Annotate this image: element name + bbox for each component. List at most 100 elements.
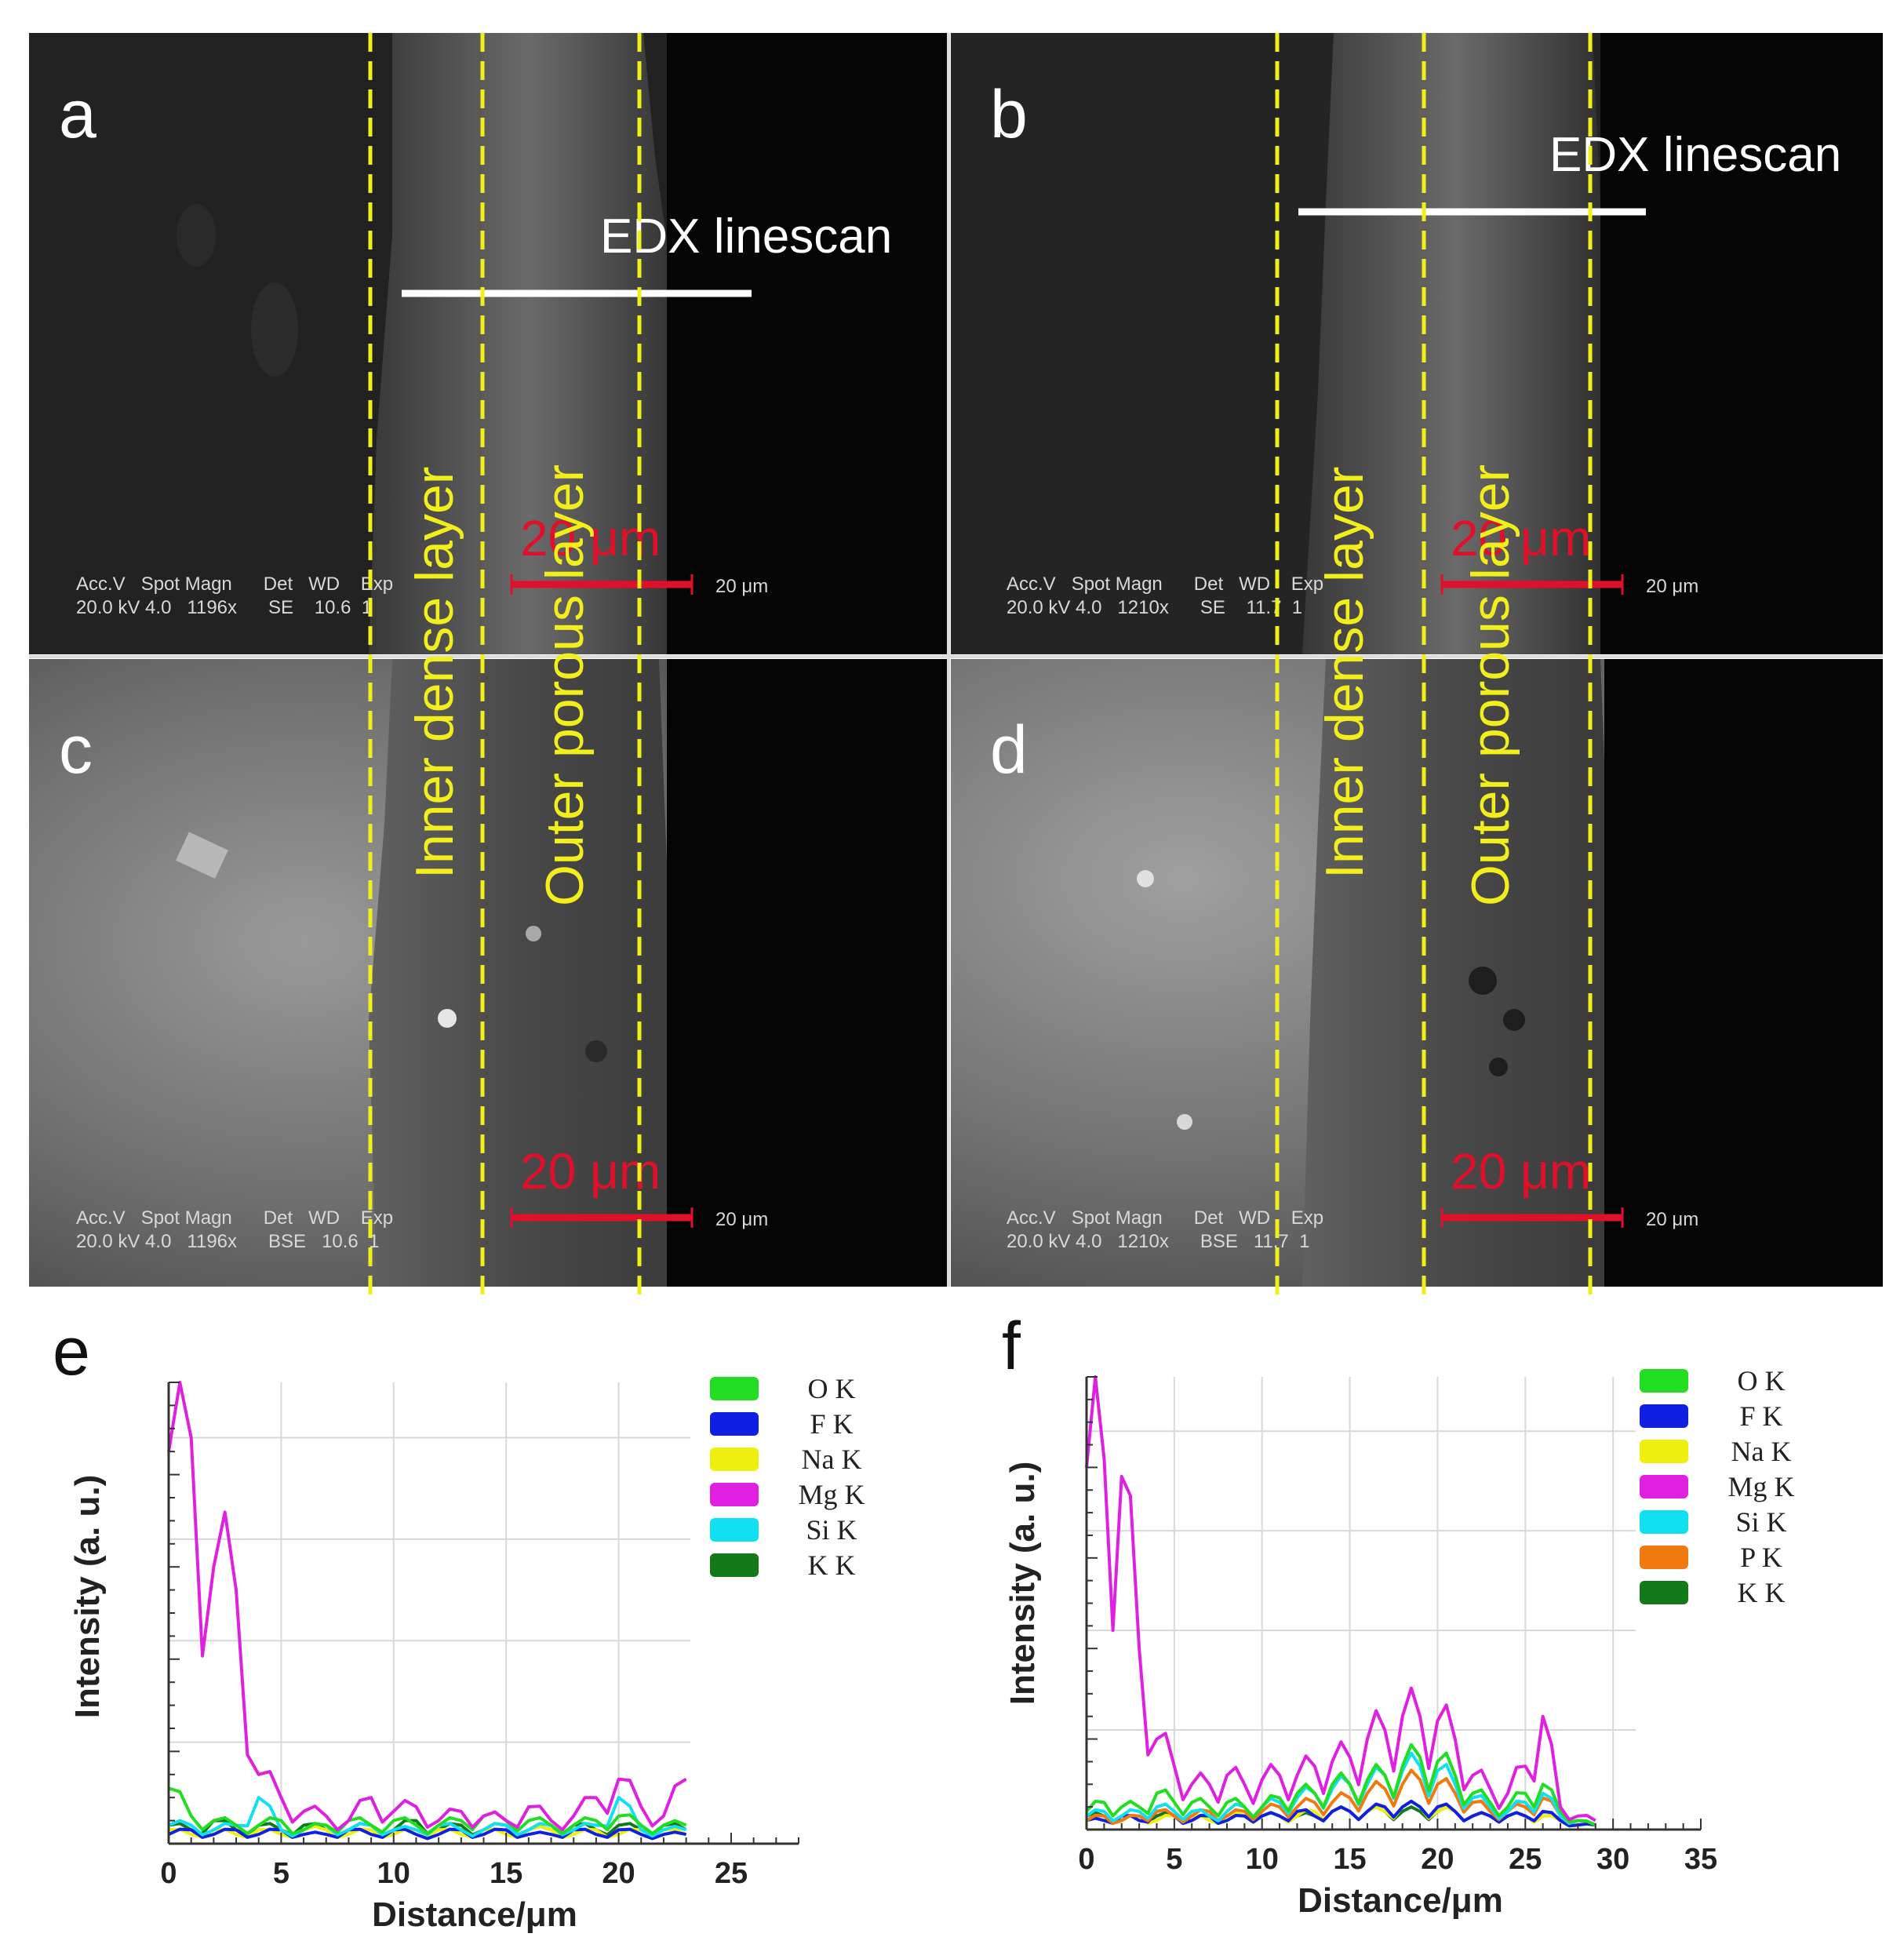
series-group-f [1085, 1375, 1596, 1828]
info-header-c: Acc.V Spot Magn Det WD Exp [76, 1207, 393, 1229]
legend-e: O K F K Na K Mg K Si KK K [710, 1373, 865, 1581]
x-axis-label-f: Distance/μm [1298, 1881, 1503, 1920]
gridlines-e [169, 1382, 690, 1844]
chart-letter-f: f [1002, 1309, 1021, 1384]
legend-label: K K [1738, 1577, 1786, 1608]
legend-swatch [1640, 1369, 1688, 1393]
x-tick-label: 15 [1333, 1843, 1366, 1876]
edx-label-b: EDX linescan [1549, 128, 1841, 182]
legend-swatch [1640, 1581, 1688, 1604]
legend-label: Mg K [798, 1479, 865, 1510]
x-tick-label: 15 [490, 1857, 522, 1890]
outer-layer-label-right: Outer porous layer [1461, 464, 1520, 906]
x-tick-label: 25 [715, 1857, 748, 1890]
micron-tag-b: 20 μm [1646, 576, 1698, 597]
series-line-mg-k [1085, 1375, 1596, 1822]
axes-f [1085, 1376, 1702, 1831]
info-block-a: Acc.V Spot Magn Det WD Exp 20.0 kV 4.0 1… [76, 573, 768, 618]
legend-label: Si K [806, 1514, 857, 1546]
y-axis-label-e: Intensity (a. u.) [68, 1475, 107, 1718]
micron-tag-d: 20 μm [1646, 1209, 1698, 1230]
legend-swatch [1640, 1475, 1688, 1498]
x-tick-label: 5 [273, 1857, 289, 1890]
legend-swatch [710, 1553, 759, 1577]
inner-layer-label-left: Inner dense layer [405, 467, 464, 879]
info-header-b: Acc.V Spot Magn Det WD Exp [1007, 573, 1323, 595]
gridlines-f [1087, 1377, 1636, 1830]
x-tick-label: 35 [1684, 1843, 1717, 1876]
panel-letter-b: b [990, 77, 1028, 152]
micron-tag-a: 20 μm [715, 576, 768, 597]
x-axis-label-e: Distance/μm [372, 1895, 577, 1934]
xtick-labels-f: 0 5 10 15 20 25 30 35 [1078, 1843, 1717, 1876]
x-tick-label: 5 [1166, 1843, 1182, 1876]
info-header-a: Acc.V Spot Magn Det WD Exp [76, 573, 393, 595]
xtick-labels-e: 0 5 10 15 20 25 [160, 1857, 748, 1890]
x-tick-label: 0 [1078, 1843, 1094, 1876]
series-line-o-k [168, 1786, 687, 1836]
legend-label: F K [1739, 1400, 1782, 1432]
sem-panel-b [951, 33, 1883, 654]
info-block-c: Acc.V Spot Magn Det WD Exp 20.0 kV 4.0 1… [76, 1207, 768, 1252]
info-block-d: Acc.V Spot Magn Det WD Exp 20.0 kV 4.0 1… [1007, 1207, 1698, 1252]
legend-swatch [710, 1412, 759, 1436]
info-values-d: 20.0 kV 4.0 1210x BSE 11.7 1 [1007, 1231, 1309, 1252]
chart-f: f 0 5 10 15 20 25 30 35 O K F K Na K Mg K Si K P K K … [1002, 1309, 1795, 1920]
legend-swatch [1640, 1546, 1688, 1569]
legend-label: K K [808, 1549, 856, 1581]
legend-label: F K [810, 1408, 853, 1440]
scalebar-label-b: 20 μm [1451, 510, 1591, 566]
guide-lines-right [1275, 33, 1593, 1294]
y-axis-label-f: Intensity (a. u.) [1003, 1462, 1042, 1705]
scalebar-c: 20 μm [510, 1143, 694, 1228]
legend-label: P K [1740, 1542, 1782, 1573]
x-tick-label: 20 [1421, 1843, 1454, 1876]
info-values-b: 20.0 kV 4.0 1210x SE 11.7 1 [1007, 597, 1302, 618]
info-values-a: 20.0 kV 4.0 1196x SE 10.6 1 [76, 597, 372, 618]
outer-layer-label-left: Outer porous layer [535, 464, 595, 906]
scalebar-b: 20 μm [1440, 510, 1624, 595]
panel-letter-a: a [59, 77, 96, 152]
legend-swatch [710, 1483, 759, 1506]
coating-a [369, 33, 690, 654]
panel-letter-d: d [990, 712, 1028, 788]
series-line-o-k [1085, 1742, 1596, 1827]
sem-panel-a [29, 33, 947, 654]
legend-label: Mg K [1727, 1471, 1794, 1502]
guide-lines-left [368, 33, 642, 1294]
inner-layer-label-right: Inner dense layer [1315, 467, 1374, 879]
scalebar-label-a: 20 μm [520, 510, 661, 566]
chart-letter-e: e [53, 1314, 90, 1389]
series-line-f-k [168, 1827, 686, 1841]
edx-label-a: EDX linescan [600, 209, 892, 264]
coating-c [369, 659, 683, 1287]
info-header-d: Acc.V Spot Magn Det WD Exp [1007, 1207, 1323, 1229]
sem-panel-c [29, 659, 947, 1287]
legend-label: Na K [1731, 1436, 1792, 1467]
scalebar-d: 20 μm [1440, 1143, 1624, 1228]
info-block-b: Acc.V Spot Magn Det WD Exp 20.0 kV 4.0 1… [1007, 573, 1698, 618]
x-tick-label: 10 [377, 1857, 410, 1890]
axes-e [167, 1382, 799, 1845]
series-line-si-k [1085, 1751, 1596, 1827]
coating-d [1302, 659, 1616, 1287]
legend-label: Na K [802, 1444, 862, 1475]
coating-b [1302, 33, 1608, 654]
scalebar-a: 20 μm [510, 510, 694, 595]
legend-swatch [710, 1377, 759, 1400]
x-tick-label: 30 [1596, 1843, 1629, 1876]
x-tick-label: 25 [1509, 1843, 1542, 1876]
x-tick-label: 10 [1246, 1843, 1279, 1876]
legend-swatch [1640, 1440, 1688, 1463]
chart-e: e 0 5 10 15 20 25 O K F K Na K Mg K Si KK K Dista… [53, 1314, 865, 1934]
scalebar-label-c: 20 μm [520, 1143, 661, 1200]
legend-swatch [710, 1447, 759, 1471]
x-tick-label: 20 [602, 1857, 635, 1890]
scalebar-label-d: 20 μm [1451, 1143, 1591, 1200]
x-tick-label: 0 [160, 1857, 177, 1890]
info-values-c: 20.0 kV 4.0 1196x BSE 10.6 1 [76, 1231, 379, 1252]
dark-region-a [667, 33, 947, 654]
legend-f: O K F K Na K Mg K Si K P K K K [1640, 1365, 1795, 1608]
sem-panel-d [951, 659, 1883, 1287]
